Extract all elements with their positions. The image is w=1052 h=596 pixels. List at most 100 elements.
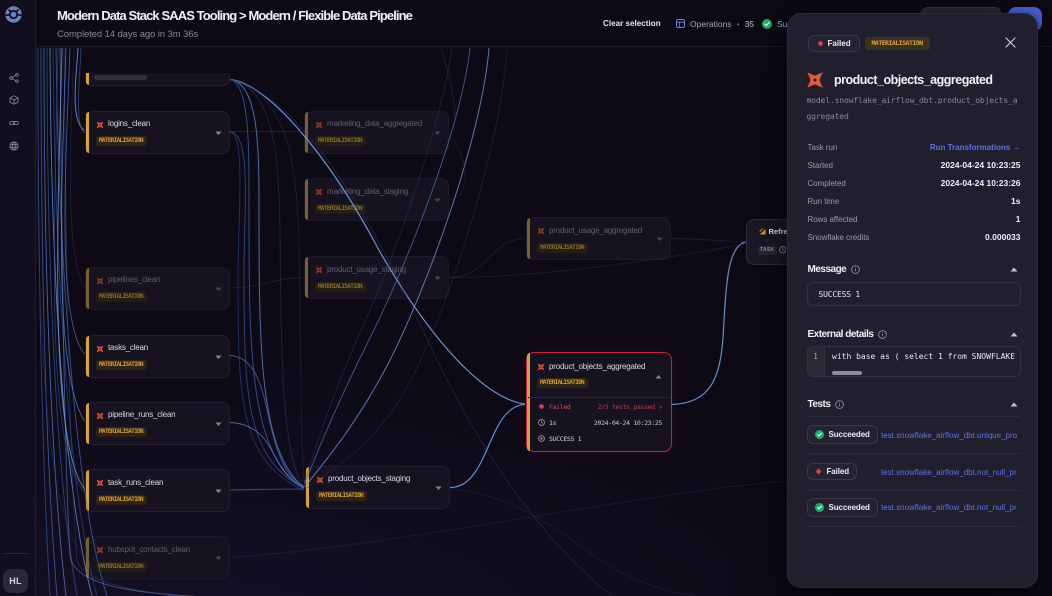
- info-icon[interactable]: [835, 400, 845, 409]
- materialisation-badge: MATERIALISATION: [96, 292, 147, 302]
- failed-diamond-icon: [815, 468, 821, 475]
- node-partial[interactable]: [85, 72, 230, 86]
- skeleton-pill: [93, 75, 147, 80]
- panel-title: product_objects_aggregated: [834, 73, 993, 87]
- test-status-badge-succeeded: Succeeded: [806, 425, 878, 444]
- chevron-down-icon[interactable]: [434, 131, 441, 136]
- status-label: Su: [777, 18, 788, 29]
- dbt-icon: [96, 479, 104, 487]
- node-pipeline-runs-clean[interactable]: pipeline_runs_clean MATERIALISATION: [85, 401, 230, 445]
- dbt-icon: [315, 121, 323, 128]
- chevron-down-icon[interactable]: [434, 198, 441, 203]
- test-status-label: Succeeded: [828, 502, 870, 512]
- node-marketing-data-staging[interactable]: marketing_data_staging MATERIALISATION: [304, 178, 449, 221]
- chevron-down-icon[interactable]: [215, 131, 222, 136]
- status-badge-label: Failed: [827, 38, 851, 48]
- accent-bar: [305, 257, 308, 298]
- chevron-down-icon[interactable]: [656, 237, 663, 242]
- chevron-up-icon[interactable]: [655, 374, 662, 379]
- collapse-icon[interactable]: [1010, 402, 1018, 407]
- success-check-icon: [762, 18, 772, 29]
- test-link[interactable]: test.snowflake_airflow_dbt.unique_pro: [881, 430, 1018, 440]
- materialisation-badge: MATERIALISATION: [315, 203, 366, 214]
- collapse-icon[interactable]: [1010, 267, 1018, 272]
- field-run-time: Run time 1s: [808, 192, 1021, 210]
- run-transformations-link[interactable]: Run Transformations →: [929, 142, 1021, 152]
- clock-icon: [778, 246, 786, 254]
- materialisation-badge: MATERIALISATION: [96, 360, 147, 370]
- sql-code-block[interactable]: 1 with base as ( select 1 from SNOWFLAKE: [806, 346, 1021, 377]
- node-task-runs-clean[interactable]: task_runs_clean MATERIALISATION: [85, 469, 230, 512]
- materialisation-accent-bar: [86, 72, 89, 85]
- node-marketing-data-aggregated[interactable]: marketing_data_aggregated MATERIALISATIO…: [304, 110, 449, 154]
- sidebar-item-models[interactable]: [8, 141, 19, 151]
- chevron-down-icon[interactable]: [215, 355, 222, 360]
- user-avatar[interactable]: HL: [3, 569, 28, 593]
- model-path-line1: model.snowflake_airflow_dbt.product_obje…: [806, 96, 1018, 105]
- accent-bar: [86, 267, 89, 309]
- accent-bar: [306, 466, 309, 508]
- success-check-icon: [814, 502, 824, 512]
- test-link[interactable]: test.snowflake_airflow_dbt.not_null_pr: [881, 503, 1017, 512]
- node-product-usage-aggregated[interactable]: product_usage_aggregated MATERIALISATION: [526, 217, 671, 260]
- info-icon[interactable]: [878, 330, 888, 339]
- materialisation-badge: MATERIALISATION: [96, 494, 147, 505]
- tests-section-header: Tests: [808, 398, 1018, 411]
- node-label: logins_clean: [108, 119, 151, 128]
- materialisation-badge: MATERIALISATION: [96, 427, 147, 437]
- chevron-down-icon[interactable]: [215, 556, 222, 561]
- horizontal-scrollbar[interactable]: [832, 371, 862, 375]
- divider: [807, 415, 1020, 417]
- node-logins-clean[interactable]: logins_clean MATERIALISATION: [85, 110, 230, 154]
- node-label: product_usage_staging: [327, 264, 406, 274]
- clear-selection-button[interactable]: Clear selection: [603, 0, 661, 47]
- chevron-down-icon[interactable]: [215, 422, 222, 427]
- dbt-icon: [96, 277, 104, 284]
- chevron-down-icon[interactable]: [215, 489, 222, 494]
- line-number-gutter: 1: [807, 347, 825, 376]
- node-hubspot-contacts-clean[interactable]: hubspot_contacts_clean MATERIALISATION: [85, 536, 230, 579]
- orchestra-logo[interactable]: [5, 6, 22, 23]
- info-icon[interactable]: [851, 265, 861, 274]
- test-status-badge-failed: Failed: [806, 463, 858, 480]
- test-status-badge-succeeded: Succeeded: [806, 497, 878, 517]
- node-product-objects-staging[interactable]: product_objects_staging MATERIALISATION: [305, 465, 450, 509]
- field-label: Rows affected: [807, 214, 858, 224]
- node-product-usage-staging[interactable]: product_usage_staging MATERIALISATION: [304, 256, 449, 299]
- field-value: 1s: [1011, 196, 1021, 206]
- task-icon: [758, 228, 765, 235]
- sidebar-item-assets[interactable]: [8, 94, 19, 105]
- sidebar-item-lineage[interactable]: [8, 73, 19, 83]
- sidebar: HL: [0, 0, 36, 596]
- message-box: SUCCESS 1: [806, 282, 1021, 306]
- dbt-icon: [806, 72, 823, 88]
- tests-summary-link[interactable]: 2/3 tests passed ↗: [597, 402, 662, 411]
- chevron-down-icon[interactable]: [435, 486, 442, 491]
- node-label: hubspot_contacts_clean: [108, 544, 190, 554]
- sidebar-item-integrations[interactable]: [8, 118, 19, 128]
- test-link[interactable]: test.snowflake_airflow_dbt.not_null_pr: [881, 467, 1017, 477]
- dbt-icon: [96, 412, 104, 419]
- operations-chip[interactable]: Operations • 35: [676, 0, 754, 47]
- accent-bar: [527, 353, 530, 451]
- accent-bar: [86, 537, 89, 578]
- node-label: tasks_clean: [108, 343, 149, 352]
- materialisation-badge: MATERIALISATION: [96, 561, 147, 572]
- field-value: 1: [1015, 214, 1021, 224]
- collapse-icon[interactable]: [1010, 332, 1018, 337]
- external-details-section-header: External details: [808, 328, 1018, 341]
- task-node-label: Refre: [768, 226, 788, 236]
- materialisation-badge: MATERIALISATION: [316, 491, 367, 501]
- node-label: product_objects_aggregated: [549, 361, 646, 371]
- breadcrumb-title: Modern Data Stack SAAS Tooling > Modern …: [57, 8, 413, 23]
- node-status-text: Failed: [549, 402, 571, 411]
- node-tasks-clean[interactable]: tasks_clean MATERIALISATION: [85, 334, 230, 378]
- status-chip[interactable]: Su: [762, 0, 787, 47]
- close-icon[interactable]: [1004, 36, 1017, 49]
- chevron-down-icon[interactable]: [434, 276, 441, 281]
- node-label: pipeline_runs_clean: [108, 410, 176, 419]
- node-pipelines-clean[interactable]: pipelines_clean MATERIALISATION: [85, 266, 230, 310]
- status-ring-icon: [538, 435, 545, 442]
- node-product-objects-aggregated-selected[interactable]: product_objects_aggregated MATERIALISATI…: [526, 352, 672, 452]
- chevron-down-icon[interactable]: [215, 287, 222, 292]
